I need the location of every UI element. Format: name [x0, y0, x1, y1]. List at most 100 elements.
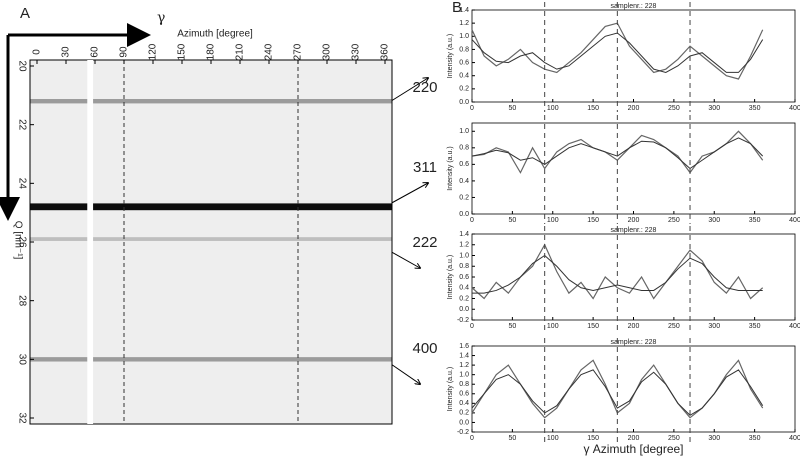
- y-tick-label: 0.8: [459, 46, 469, 53]
- x-tick-label: 300: [708, 323, 720, 330]
- y-tick-label: 24: [16, 178, 27, 190]
- y-tick-label: 1.2: [459, 362, 469, 369]
- y-tick-label: 0.6: [459, 59, 469, 66]
- y-tick-label: 0.2: [459, 194, 469, 201]
- x-tick-label: 150: [587, 105, 599, 112]
- x-tick-label: 200: [628, 323, 640, 330]
- panel-label: A: [20, 5, 30, 22]
- y-axis-label: Intensity (a.u.): [447, 146, 454, 190]
- y-tick-label: 22: [16, 119, 27, 131]
- y-tick-label: 1.0: [459, 372, 469, 379]
- chart-title: samplenr.: 228: [611, 227, 657, 234]
- x-tick-label: 50: [508, 105, 516, 112]
- y-axis-label: Intensity (a.u.): [447, 367, 454, 411]
- x-tick-label: 250: [668, 105, 680, 112]
- x-tick-label: 350: [749, 323, 761, 330]
- x-tick-label: 0: [470, 435, 474, 442]
- y-tick-label: 1.4: [459, 7, 469, 14]
- y-tick-label: 0.8: [459, 145, 469, 152]
- y-tick-label: 32: [16, 412, 27, 424]
- y-tick-label: 0.0: [459, 99, 469, 106]
- ring: [30, 237, 392, 241]
- y-tick-label: 0.0: [459, 419, 469, 426]
- x-tick-label: 90: [119, 46, 130, 58]
- x-tick-label: 60: [90, 46, 101, 58]
- x-tick-label: 100: [547, 323, 559, 330]
- y-tick-label: 28: [16, 295, 27, 307]
- y-tick-label: -0.2: [457, 317, 469, 324]
- y-tick-label: 0.2: [459, 86, 469, 93]
- x-tick-label: 0: [470, 323, 474, 330]
- plot-area: [471, 122, 796, 215]
- reflection-label: 311: [413, 159, 437, 176]
- y-tick-label: 26: [16, 236, 27, 248]
- x-tick-label: 100: [547, 435, 559, 442]
- ring: [30, 99, 392, 104]
- chart-title: samplenr.: 228: [611, 339, 657, 346]
- y-tick-label: 1.2: [459, 242, 469, 249]
- x-tick-label: 270: [293, 43, 304, 60]
- y-tick-label: 0.2: [459, 295, 469, 302]
- x-tick-label: 400: [789, 217, 800, 224]
- x-tick-label: 250: [668, 323, 680, 330]
- x-tick-label: 250: [668, 435, 680, 442]
- pointer: [387, 183, 428, 206]
- pointer: [387, 249, 420, 268]
- x-axis-label: Azimuth [degree]: [177, 29, 253, 40]
- data-line: [472, 254, 763, 294]
- mask: [87, 60, 94, 424]
- y-tick-label: 0.6: [459, 161, 469, 168]
- x-tick-label: 100: [547, 217, 559, 224]
- y-tick-label: -0.2: [457, 429, 469, 436]
- x-tick-label: 50: [508, 435, 516, 442]
- y-axis-label: Intensity (a.u.): [447, 34, 454, 78]
- x-tick-label: 210: [235, 43, 246, 60]
- x-tick-label: 240: [264, 43, 275, 60]
- y-tick-label: 20: [16, 60, 27, 72]
- ring: [30, 357, 392, 362]
- x-tick-label: 0: [470, 217, 474, 224]
- y-tick-label: 1.2: [459, 20, 469, 27]
- x-tick-label: 0: [32, 49, 43, 55]
- y-axis-label: Q [nm⁻¹]: [12, 221, 23, 260]
- pointer: [387, 78, 428, 104]
- axis-symbol: γ: [157, 10, 165, 26]
- chart-title: samplenr.: 228: [611, 3, 657, 10]
- x-tick-label: 200: [628, 435, 640, 442]
- data-line: [471, 369, 764, 416]
- x-tick-label: 50: [508, 217, 516, 224]
- y-tick-label: 0.2: [459, 410, 469, 417]
- y-tick-label: 0.0: [459, 211, 469, 218]
- x-tick-label: 150: [587, 323, 599, 330]
- x-tick-label: 330: [351, 43, 362, 60]
- x-tick-label: 150: [587, 435, 599, 442]
- y-tick-label: 1.0: [459, 33, 469, 40]
- y-tick-label: 0.4: [459, 178, 469, 185]
- x-tick-label: 300: [708, 435, 720, 442]
- y-tick-label: 0.0: [459, 306, 469, 313]
- x-tick-label: 350: [749, 217, 761, 224]
- x-tick-label: 350: [749, 105, 761, 112]
- y-tick-label: 1.4: [459, 352, 469, 359]
- y-tick-label: 0.8: [459, 381, 469, 388]
- x-tick-label: 0: [470, 105, 474, 112]
- x-tick-label: 300: [708, 217, 720, 224]
- y-tick-label: 1.6: [459, 343, 469, 350]
- x-tick-label: 120: [148, 43, 159, 60]
- x-tick-label: 200: [628, 217, 640, 224]
- x-tick-label: 50: [508, 323, 516, 330]
- y-tick-label: 0.8: [459, 263, 469, 270]
- y-tick-label: 1.0: [459, 252, 469, 259]
- panel-label: B: [452, 0, 462, 16]
- x-tick-label: 180: [206, 43, 217, 60]
- reflection-label: 400: [412, 340, 437, 357]
- data-line: [471, 137, 764, 170]
- x-tick-label: 300: [708, 105, 720, 112]
- x-tick-label: 250: [668, 217, 680, 224]
- reflection-label: 220: [412, 79, 437, 96]
- y-tick-label: 30: [16, 354, 27, 366]
- image-background: [29, 59, 393, 425]
- y-tick-label: 0.4: [459, 73, 469, 80]
- y-tick-label: 0.4: [459, 285, 469, 292]
- x-tick-label: 400: [789, 105, 800, 112]
